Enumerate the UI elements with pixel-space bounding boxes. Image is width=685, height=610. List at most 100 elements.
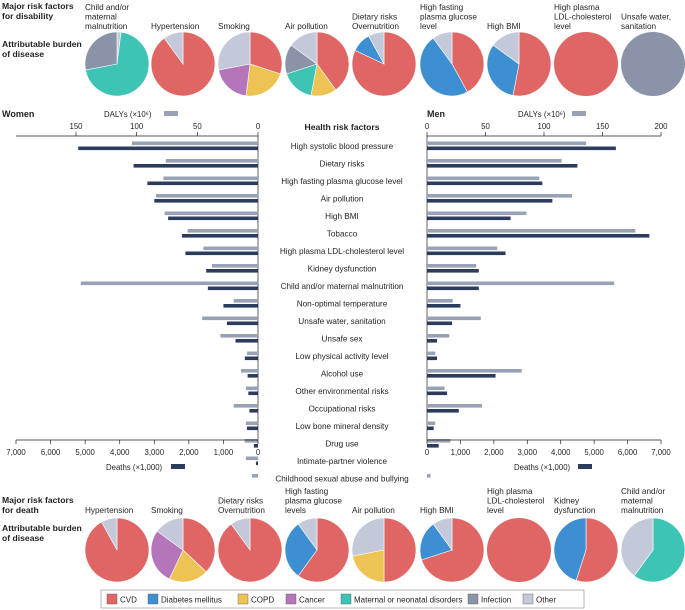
death-title: for death — [2, 505, 39, 515]
death-pie-label: Overnutrition — [218, 506, 265, 515]
men-daly-bar — [427, 176, 540, 181]
death-title: Major risk factors — [2, 495, 74, 505]
disability-pie-label: Unsafe water, — [621, 13, 671, 22]
legend-label: Other — [536, 596, 556, 605]
women-daly-bar — [203, 246, 258, 251]
disability-pie-label: Hypertension — [151, 22, 200, 31]
death-pie-slice-other — [432, 517, 453, 551]
men-daly-bar — [427, 474, 431, 478]
men-daly-bar — [427, 299, 453, 303]
death-pie-label: Air pollution — [352, 506, 395, 515]
men-death-bar — [427, 251, 506, 256]
women-death-bar — [147, 181, 258, 186]
disability-pie-label: level — [554, 22, 571, 31]
women-daly-bar — [164, 211, 258, 216]
deaths-tick-label: 1,000 — [214, 448, 234, 457]
category-label: Intimate-partner violence — [297, 457, 388, 466]
men-death-bar — [427, 321, 453, 326]
death-pie-slice-other — [351, 517, 385, 557]
men-label: Men — [427, 109, 445, 119]
women-death-bar — [248, 391, 258, 396]
disability-pie-slice-cvd — [554, 32, 618, 96]
women-death-bar — [247, 374, 258, 378]
men-daly-bar — [427, 421, 436, 426]
deaths-tick-label: 0 — [425, 448, 430, 457]
deaths-tick-label: 3,000 — [145, 448, 165, 457]
men-daly-bar — [427, 404, 482, 408]
category-label: Other environmental risks — [295, 387, 388, 396]
death-pie-label: Kidney — [554, 497, 580, 506]
women-daly-bar — [131, 141, 258, 146]
women-death-bar — [235, 339, 258, 343]
deaths-swatch — [171, 464, 185, 469]
death-pie-slice-diabetes — [553, 517, 587, 581]
men-death-bar — [427, 444, 439, 448]
category-label: High BMI — [325, 212, 359, 221]
disability-title: for disability — [2, 11, 53, 21]
deaths-tick-label: 1,000 — [451, 448, 471, 457]
daly-tick-label: 50 — [193, 122, 202, 131]
women-daly-bar — [251, 474, 258, 478]
death-burden-label: of disease — [2, 533, 44, 543]
men-death-bar — [427, 409, 459, 413]
women-daly-bar — [247, 351, 258, 356]
disability-pie-label: plasma glucose — [420, 13, 477, 22]
disability-pie-label: Dietary risks — [352, 13, 397, 22]
disability-pie-label: level — [420, 22, 437, 31]
legend-swatch-other — [522, 593, 534, 605]
men-death-bar — [427, 391, 448, 396]
category-label: Childhood sexual abuse and bullying — [275, 475, 409, 484]
deaths-tick-label: 4,000 — [110, 448, 130, 457]
legend-swatch-copd — [237, 593, 249, 605]
death-pie-label: Smoking — [151, 506, 183, 515]
death-pie-slice-copd — [352, 549, 385, 583]
women-label: Women — [2, 109, 34, 119]
men-daly-bar — [427, 159, 562, 163]
deaths-tick-label: 5,000 — [584, 448, 604, 457]
death-pie-slice-copd — [168, 549, 207, 583]
men-daly-bar — [427, 281, 615, 286]
daly-axis-label: DALYs (×10⁶) — [104, 110, 152, 119]
daly-swatch — [572, 111, 586, 116]
disability-pie-slice-infection — [84, 31, 118, 71]
women-daly-bar — [244, 439, 258, 443]
men-daly-bar — [427, 194, 573, 198]
disability-pie-label: Child and/or — [85, 3, 129, 12]
death-pie-label: malnutrition — [621, 506, 664, 515]
men-death-bar — [427, 234, 650, 238]
daly-axis-label: DALYs (×10⁶) — [518, 110, 566, 119]
deaths-swatch — [578, 464, 592, 469]
men-death-bar — [427, 304, 461, 308]
disability-pie-slice-other — [290, 31, 318, 65]
legend-label: Cancer — [299, 596, 325, 605]
category-label: Air pollution — [321, 195, 364, 204]
death-pie-slice-maternal — [633, 517, 685, 583]
disability-pie-slice-other — [368, 31, 385, 65]
category-label: Occupational risks — [309, 405, 376, 414]
category-label: Non-optimal temperature — [297, 300, 388, 309]
deaths-tick-label: 4,000 — [551, 448, 571, 457]
death-pie-slice-other — [101, 517, 118, 551]
death-pie-label: dysfunction — [554, 506, 596, 515]
disability-pie-slice-other — [432, 31, 453, 65]
men-death-bar — [427, 199, 553, 203]
legend-label: COPD — [251, 596, 274, 605]
category-label: Alcohol use — [321, 370, 364, 379]
women-daly-bar — [220, 334, 258, 338]
deaths-tick-label: 7,000 — [651, 448, 671, 457]
men-death-bar — [427, 356, 438, 361]
deaths-tick-label: 0 — [256, 448, 261, 457]
disability-pie-slice-other — [217, 31, 251, 71]
category-label: High fasting plasma glucose level — [281, 177, 403, 186]
deaths-tick-label: 7,000 — [6, 448, 26, 457]
category-label: Low bone mineral density — [296, 422, 390, 431]
disability-pie-slice-cancer — [218, 63, 251, 97]
death-burden-label: Attributable burden — [2, 523, 82, 533]
death-pie-slice-cvd — [182, 517, 216, 573]
disability-pie-label: High BMI — [487, 22, 521, 31]
women-death-bar — [223, 304, 258, 308]
women-death-bar — [253, 444, 258, 448]
men-death-bar — [427, 374, 496, 378]
women-daly-bar — [156, 194, 258, 198]
